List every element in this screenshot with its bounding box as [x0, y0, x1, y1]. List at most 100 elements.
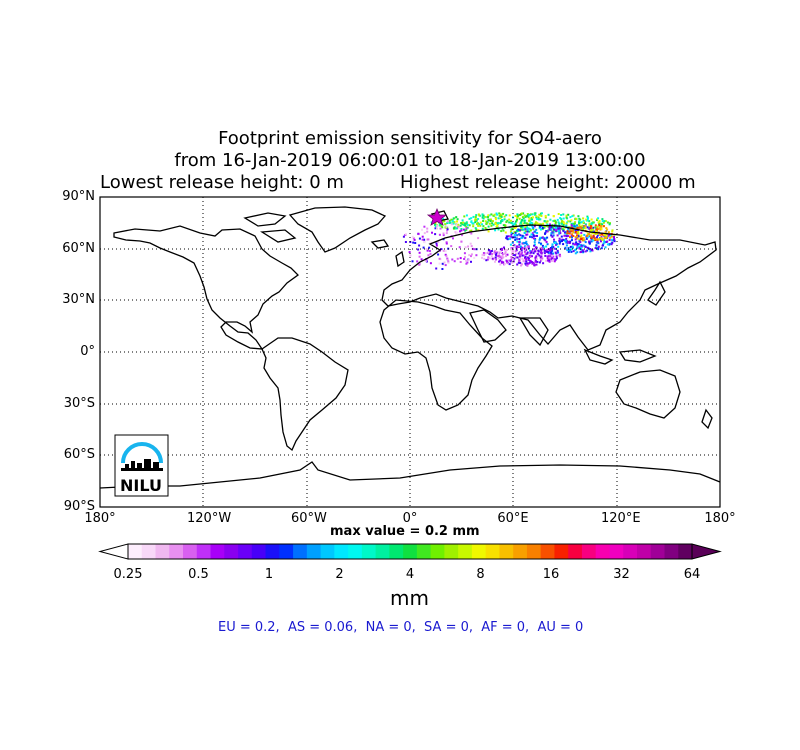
footprint-cell [514, 250, 517, 253]
footprint-cell [544, 232, 546, 235]
footprint-cell [531, 218, 534, 221]
footprint-cell [610, 243, 613, 246]
colorbar-tick-label: 32 [613, 567, 630, 582]
footprint-cell [441, 226, 444, 229]
footprint-cell [423, 232, 426, 235]
footprint-cell [489, 218, 492, 221]
footprint-cell [605, 227, 608, 230]
footprint-cell [600, 240, 602, 243]
footprint-cell [606, 228, 609, 231]
footprint-cell [540, 215, 543, 217]
footprint-cell [524, 255, 527, 258]
footprint-cell [566, 221, 569, 224]
footprint-cell [580, 251, 582, 253]
footprint-cell [553, 238, 555, 241]
footprint-cell [576, 247, 579, 250]
footprint-cell [513, 234, 516, 236]
footprint-cell [538, 241, 541, 244]
region-values: EU = 0.2, AS = 0.06, NA = 0, SA = 0, AF … [218, 620, 584, 635]
footprint-cell [501, 219, 504, 222]
footprint-cell [518, 257, 521, 260]
footprint-cell [570, 222, 573, 225]
footprint-cell [532, 234, 535, 237]
footprint-cell [466, 226, 469, 229]
footprint-cell [445, 225, 448, 228]
footprint-cell [596, 226, 599, 229]
lon-label: 180° [84, 511, 116, 526]
footprint-cell [555, 255, 558, 258]
footprint-cell [442, 234, 445, 237]
footprint-cell [561, 240, 563, 243]
footprint-cell [494, 249, 497, 252]
footprint-cell [559, 227, 562, 230]
footprint-cell [511, 253, 514, 255]
footprint-cell [531, 213, 534, 216]
footprint-cell [485, 259, 488, 262]
footprint-cell [404, 233, 407, 236]
footprint-cell [524, 230, 527, 233]
footprint-cell [551, 243, 554, 246]
footprint-cell [613, 240, 616, 243]
footprint-cell [543, 237, 546, 240]
footprint-cell [481, 253, 484, 256]
footprint-cell [579, 235, 582, 238]
footprint-cell [477, 229, 480, 232]
footprint-cell [541, 227, 544, 229]
lon-label: 60°W [291, 511, 327, 526]
footprint-cell [503, 218, 506, 221]
colorbar-tick-label: 8 [476, 567, 485, 582]
footprint-cell [602, 221, 605, 224]
footprint-cell [522, 228, 525, 231]
footprint-cell [589, 248, 592, 251]
footprint-cell [540, 223, 543, 226]
footprint-cell [462, 228, 465, 231]
lat-label: 60°S [63, 447, 95, 462]
footprint-cell [518, 243, 521, 246]
footprint-cell [549, 249, 551, 252]
footprint-cell [600, 228, 603, 231]
footprint-cell [445, 241, 448, 244]
footprint-cell [524, 245, 527, 248]
footprint-cell [518, 253, 521, 256]
footprint-cell [557, 245, 560, 248]
footprint-cell [484, 220, 487, 223]
footprint-cell [599, 238, 601, 241]
footprint-cell [456, 218, 459, 221]
footprint-cell [502, 261, 505, 264]
footprint-cell [562, 228, 565, 231]
footprint-cell [550, 234, 553, 237]
footprint-cell [508, 218, 511, 221]
footprint-cell [487, 256, 490, 259]
footprint-cell [576, 251, 579, 254]
footprint-cell [519, 245, 522, 248]
footprint-cell [606, 221, 609, 224]
footprint-cell [549, 247, 552, 249]
footprint-cell [601, 223, 604, 226]
footprint-cell [531, 255, 533, 258]
map-title: Footprint emission sensitivity for SO4-a… [218, 128, 602, 149]
footprint-cell [531, 236, 534, 239]
footprint-cell [543, 226, 546, 229]
footprint-cell [510, 259, 513, 261]
footprint-cell [464, 229, 467, 232]
footprint-cell [563, 234, 566, 237]
footprint-cell [505, 214, 508, 217]
footprint-cell [589, 250, 592, 253]
footprint-cell [567, 248, 570, 251]
footprint-cell [562, 222, 565, 225]
footprint-cell [505, 255, 508, 258]
footprint-cell [538, 238, 541, 241]
footprint-cell [428, 250, 431, 252]
footprint-cell [501, 247, 503, 250]
footprint-cell [434, 233, 437, 236]
footprint-cell [611, 238, 613, 241]
footprint-cell [578, 220, 580, 223]
footprint-cell [532, 227, 535, 229]
footprint-cell [451, 220, 454, 223]
footprint-cell [528, 217, 531, 220]
footprint-cell [549, 223, 551, 226]
footprint-cell [574, 252, 577, 255]
footprint-cell [600, 226, 603, 229]
footprint-cell [455, 223, 458, 226]
